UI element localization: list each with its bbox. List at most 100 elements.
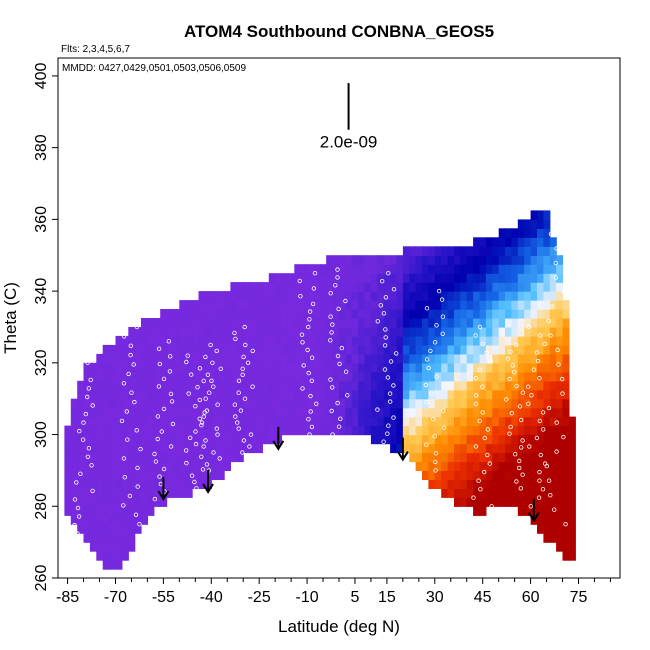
heatmap-cell (549, 318, 557, 328)
heatmap-cell (300, 318, 308, 328)
heatmap-cell (319, 309, 327, 319)
heatmap-cell (83, 470, 91, 480)
heatmap-cell (492, 416, 500, 427)
heatmap-cell (249, 416, 257, 427)
heatmap-cell (141, 488, 148, 498)
flight-sample-point (527, 444, 532, 449)
heatmap-cell (492, 237, 500, 247)
heatmap-cell (543, 353, 551, 364)
heatmap-cell (498, 470, 506, 480)
flight-sample-point (529, 393, 534, 398)
heatmap-cell (485, 237, 493, 247)
heatmap-cell (460, 389, 468, 400)
flight-sample-point (554, 420, 559, 425)
heatmap-cell (96, 407, 104, 418)
heatmap-cell (543, 273, 551, 283)
heatmap-cell (485, 300, 493, 310)
flight-sample-point (542, 341, 547, 347)
heatmap-cell (89, 506, 97, 516)
heatmap-cell (530, 443, 538, 454)
heatmap-cell (447, 398, 455, 409)
heatmap-cell (364, 291, 372, 301)
flight-sample-point (488, 358, 493, 364)
scale-bar-label: 2.0e-09 (320, 133, 378, 152)
heatmap-cell (377, 407, 385, 418)
heatmap-cell (409, 255, 417, 265)
heatmap-cell (409, 246, 417, 256)
heatmap-cell (396, 434, 404, 445)
flight-sample-point (297, 278, 302, 284)
heatmap-cell (447, 425, 455, 436)
heatmap-cell (396, 327, 404, 337)
flight-sample-point (440, 408, 446, 413)
heatmap-cell (562, 506, 570, 516)
heatmap-cell (204, 335, 212, 346)
heatmap-cell (115, 371, 123, 382)
heatmap-cell (434, 470, 442, 480)
heatmap-cell (89, 542, 97, 552)
heatmap-cell (332, 353, 340, 364)
heatmap-cell (428, 273, 436, 283)
heatmap-cell (192, 353, 200, 364)
heatmap-cell (179, 380, 187, 391)
heatmap-cell (256, 282, 263, 292)
heatmap-cell (115, 506, 123, 516)
flight-sample-point (184, 460, 189, 466)
heatmap-cell (115, 407, 123, 418)
flight-sample-point (161, 376, 167, 382)
heatmap-cell (543, 210, 551, 220)
flight-sample-point (250, 384, 255, 389)
heatmap-cell (460, 318, 468, 328)
heatmap-cell (166, 353, 174, 364)
heatmap-cell (447, 470, 455, 480)
heatmap-cell (537, 515, 544, 525)
heatmap-cell (409, 425, 417, 436)
flight-sample-point (538, 333, 543, 338)
heatmap-cell (511, 443, 519, 454)
heatmap-cell (128, 443, 136, 454)
heatmap-cell (556, 497, 564, 507)
heatmap-cell (217, 371, 225, 382)
heatmap-cell (313, 371, 321, 382)
heatmap-cell (537, 255, 544, 265)
heatmap-cell (243, 309, 251, 319)
x-axis-label: Latitude (deg N) (278, 617, 400, 636)
flight-sample-point (484, 350, 489, 355)
flight-sample-point (423, 382, 429, 388)
flight-sample-point (197, 397, 202, 403)
heatmap-cell (326, 264, 334, 274)
heatmap-cell (153, 488, 161, 498)
heatmap-cell (345, 327, 353, 337)
heatmap-cell (83, 425, 91, 436)
heatmap-cell (109, 560, 117, 570)
heatmap-cell (134, 479, 142, 489)
heatmap-cell (339, 398, 346, 409)
heatmap-cell (364, 264, 372, 274)
flight-sample-point (135, 465, 140, 471)
flight-sample-point (386, 423, 391, 428)
heatmap-cell (160, 461, 168, 471)
heatmap-cell (517, 344, 525, 355)
flight-sample-point (201, 414, 206, 419)
heatmap-cell (460, 300, 468, 310)
heatmap-cell (402, 416, 410, 427)
heatmap-cell (300, 425, 308, 436)
flight-sample-point (560, 376, 565, 382)
heatmap-cell (102, 407, 110, 418)
heatmap-cell (153, 461, 161, 471)
heatmap-cell (89, 479, 97, 489)
heatmap-cell (422, 344, 429, 355)
flight-sample-point (375, 407, 380, 412)
heatmap-cell (115, 524, 123, 534)
heatmap-cell (466, 273, 474, 283)
flight-sample-point (391, 415, 396, 420)
heatmap-cell (549, 380, 557, 391)
heatmap-cell (434, 344, 442, 355)
heatmap-cell (434, 380, 442, 391)
heatmap-cell (211, 443, 219, 454)
heatmap-cell (243, 362, 251, 373)
flight-sample-point (85, 454, 91, 459)
heatmap-cell (185, 309, 193, 319)
heatmap-cell (537, 470, 544, 480)
